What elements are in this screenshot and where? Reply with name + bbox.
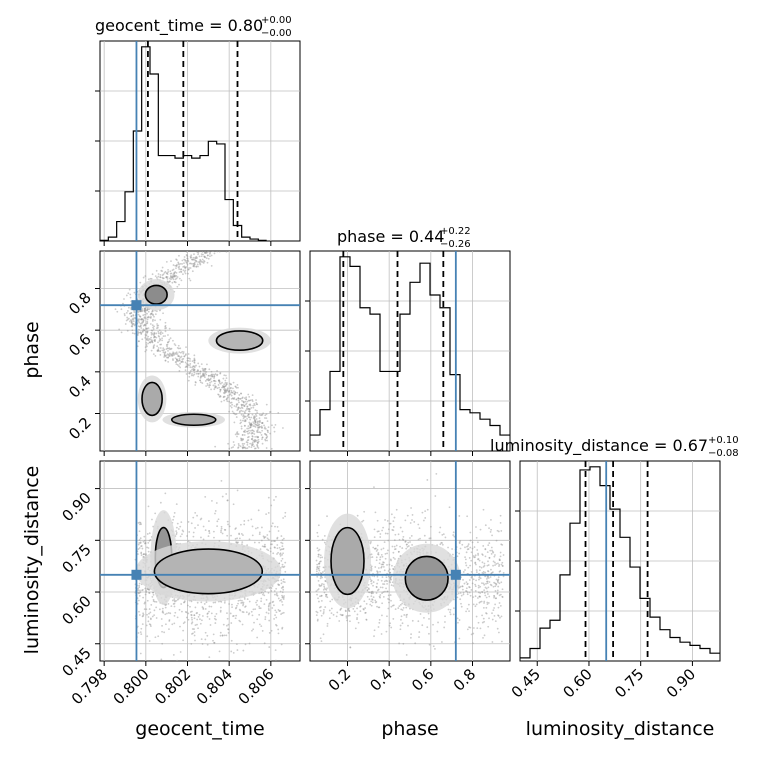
title-phase: phase = 0.44 +0.22 −0.26: [337, 226, 471, 250]
contour-phase-vs-geocent-time-1-2: [215, 330, 264, 352]
svg-text:luminosity_distance = 0.67: luminosity_distance = 0.67: [490, 436, 708, 456]
ylabel-phase: phase: [21, 321, 43, 378]
contour-luminosity-distance-vs-phase-1-2: [404, 555, 449, 601]
title-phase-upper: +0.22: [440, 226, 471, 237]
svg-text:geocent_time = 0.80: geocent_time = 0.80: [95, 16, 263, 36]
contour-luminosity-distance-vs-geocent-time-1-1: [153, 548, 264, 595]
hist-luminosity_distance: [520, 466, 720, 659]
title-geocent-time: geocent_time = 0.80 +0.00 −0.00: [95, 15, 292, 39]
plot-area-luminosity-distance-vs-geocent-time: [100, 461, 300, 661]
truth-marker-luminosity-distance-vs-geocent-time: [131, 569, 142, 580]
title-luminosity-distance-upper: +0.10: [708, 435, 739, 446]
contour-luminosity-distance-vs-phase-0-2: [330, 526, 365, 596]
plot-area-phase-vs-geocent-time: [100, 251, 300, 451]
xlabel-geocent-time: geocent_time: [135, 718, 264, 740]
plot-area-luminosity-distance-vs-phase: [310, 461, 510, 661]
hist-panel-phase: [305, 250, 511, 452]
xlabel-phase: phase: [381, 718, 438, 740]
xlabel-luminosity-distance: luminosity_distance: [526, 718, 715, 740]
contour-phase-vs-geocent-time-2-1: [144, 284, 168, 305]
panel-luminosity-distance-vs-geocent-time: [99, 460, 301, 662]
title-geocent-time-upper: +0.00: [261, 15, 292, 26]
contour-phase-vs-geocent-time-3-1: [170, 413, 217, 427]
hist-panel-luminosity_distance: [515, 460, 721, 662]
title-geocent-time-lower: −0.00: [261, 28, 292, 39]
title-phase-lower: −0.26: [440, 239, 471, 250]
svg-text:phase = 0.44: phase = 0.44: [337, 227, 444, 246]
title-luminosity-distance-lower: −0.08: [708, 448, 739, 459]
truth-marker-luminosity-distance-vs-phase: [450, 569, 461, 580]
truth-marker-phase-vs-geocent-time: [131, 300, 142, 311]
contour-phase-vs-geocent-time-0-2: [141, 381, 163, 417]
panel-phase-vs-geocent-time: [99, 250, 301, 452]
hist-panel-geocent_time: [95, 40, 301, 242]
ylabel-luminosity-distance: luminosity_distance: [21, 466, 43, 655]
title-luminosity-distance: luminosity_distance = 0.67 +0.10 −0.08: [490, 435, 739, 459]
panel-luminosity-distance-vs-phase: [309, 460, 511, 662]
